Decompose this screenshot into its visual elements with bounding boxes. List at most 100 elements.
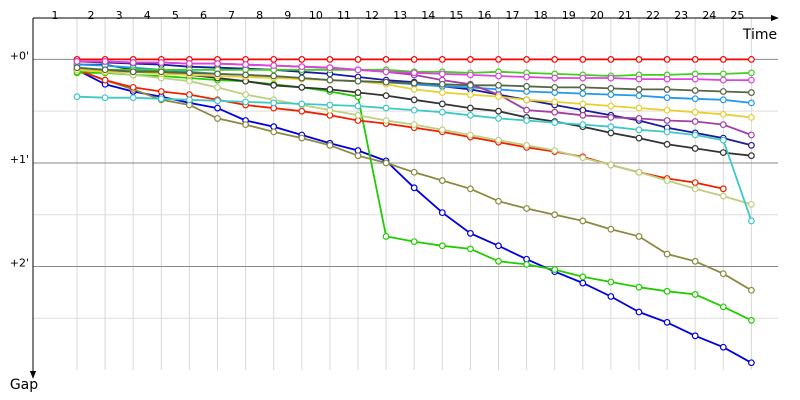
point	[185, 77, 193, 85]
point	[270, 99, 278, 107]
point	[748, 113, 755, 121]
point	[607, 91, 615, 99]
point	[719, 96, 727, 104]
point	[748, 152, 755, 160]
point	[663, 250, 671, 258]
point	[719, 343, 727, 351]
point	[523, 141, 530, 149]
point	[748, 200, 755, 208]
point	[523, 96, 530, 104]
point	[185, 60, 193, 67]
point	[382, 56, 390, 63]
point	[382, 117, 390, 124]
point	[607, 161, 615, 169]
point	[410, 238, 418, 246]
point	[523, 73, 530, 81]
point	[551, 98, 559, 106]
x-tick-label: 3	[116, 9, 123, 22]
point	[438, 177, 446, 184]
point	[242, 71, 250, 79]
x-tick-label: 20	[590, 9, 604, 22]
point	[129, 68, 137, 76]
point	[607, 123, 615, 131]
point	[748, 56, 755, 63]
x-tick-label: 12	[365, 9, 379, 22]
point	[523, 82, 530, 90]
point	[551, 211, 559, 219]
point	[326, 141, 334, 149]
point	[607, 129, 615, 137]
point	[551, 74, 559, 82]
point	[523, 106, 530, 114]
point	[298, 74, 306, 82]
point	[719, 110, 727, 118]
point	[691, 95, 699, 103]
point	[73, 58, 81, 65]
point	[157, 59, 165, 66]
point	[467, 56, 474, 63]
point	[214, 97, 221, 105]
point	[298, 100, 306, 108]
point	[748, 69, 755, 77]
point	[748, 76, 755, 84]
point	[467, 71, 474, 79]
x-tick-label: 23	[674, 9, 688, 22]
point	[523, 117, 530, 124]
point	[635, 104, 643, 112]
point	[185, 96, 193, 104]
point	[579, 111, 587, 119]
point	[410, 184, 418, 192]
x-tick-label: 22	[646, 9, 660, 22]
point	[663, 287, 671, 295]
point	[270, 56, 278, 63]
point	[298, 63, 306, 71]
point	[382, 159, 390, 167]
point	[635, 86, 643, 93]
point	[438, 209, 446, 217]
point	[691, 118, 699, 125]
point	[354, 152, 362, 160]
x-tick-label: 25	[730, 9, 744, 22]
point	[214, 115, 221, 122]
point	[691, 75, 699, 83]
point	[579, 83, 587, 91]
point	[691, 291, 699, 298]
point	[719, 121, 727, 129]
point	[270, 62, 278, 70]
point	[438, 89, 446, 96]
point	[663, 56, 671, 63]
point	[101, 76, 109, 84]
point	[607, 113, 615, 121]
point	[635, 92, 643, 100]
x-tick-label: 13	[393, 9, 407, 22]
x-tick-label: 7	[228, 9, 235, 22]
point	[326, 101, 334, 109]
point	[354, 89, 362, 96]
point	[270, 72, 278, 80]
x-tick-label: 9	[284, 9, 291, 22]
x-tick-label: 16	[477, 9, 491, 22]
point	[579, 154, 587, 162]
point	[495, 242, 502, 250]
x-tick-label: 8	[256, 9, 263, 22]
point	[73, 93, 81, 101]
point	[410, 96, 418, 104]
point	[579, 74, 587, 82]
point	[635, 75, 643, 83]
point	[298, 56, 306, 63]
point	[354, 56, 362, 63]
point	[467, 91, 474, 99]
x-tick-label: 15	[449, 9, 463, 22]
point	[663, 177, 671, 184]
point	[748, 316, 755, 324]
point	[354, 111, 362, 119]
x-tick-label: 24	[702, 9, 716, 22]
point	[663, 117, 671, 124]
point	[242, 91, 250, 99]
point	[663, 318, 671, 326]
point	[551, 83, 559, 91]
point	[635, 115, 643, 122]
point	[129, 83, 137, 91]
point	[495, 93, 502, 101]
